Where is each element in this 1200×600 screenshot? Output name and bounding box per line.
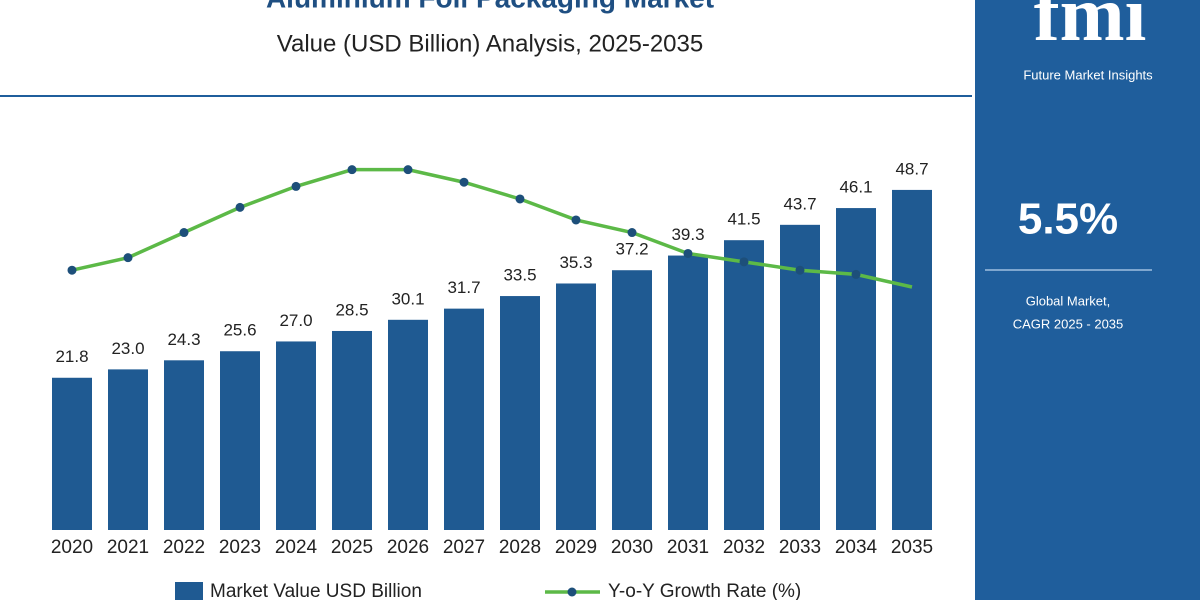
legend-label: Y-o-Y Growth Rate (%) xyxy=(608,581,801,600)
x-tick-label: 2030 xyxy=(611,537,653,558)
line-marker xyxy=(739,257,749,267)
bar xyxy=(892,189,932,530)
line-marker xyxy=(627,228,637,238)
bar xyxy=(556,283,596,530)
x-tick-label: 2020 xyxy=(51,537,93,558)
bar xyxy=(276,341,316,530)
line-marker xyxy=(235,202,245,212)
line-marker xyxy=(795,265,805,275)
cagr-value: 5.5% xyxy=(1018,195,1118,244)
line-marker xyxy=(683,248,693,258)
line-marker xyxy=(571,215,581,225)
x-tick-label: 2033 xyxy=(779,537,821,558)
bar xyxy=(444,308,484,530)
value-label: 37.2 xyxy=(615,240,648,259)
x-tick-label: 2031 xyxy=(667,537,709,558)
value-label: 48.7 xyxy=(895,159,928,178)
value-label: 39.3 xyxy=(671,225,704,244)
value-label: 43.7 xyxy=(783,194,816,213)
line xyxy=(71,167,913,289)
value-label: 21.8 xyxy=(55,347,88,366)
value-label: 31.7 xyxy=(447,278,480,297)
bar xyxy=(388,319,428,530)
bar xyxy=(52,377,92,530)
x-tick-label: 2035 xyxy=(891,537,933,558)
logo: fmi xyxy=(1034,0,1147,57)
x-tick-label: 2028 xyxy=(499,537,541,558)
chart-title: Aluminium Foil Packaging Market xyxy=(266,0,714,13)
x-tick-label: 2021 xyxy=(107,537,149,558)
value-label: 24.3 xyxy=(167,330,200,349)
x-tick-label: 2022 xyxy=(163,537,205,558)
x-tick-label: 2027 xyxy=(443,537,485,558)
value-label: 33.5 xyxy=(503,266,536,285)
value-label: 30.1 xyxy=(391,289,424,308)
bar xyxy=(612,270,652,530)
legend-swatch xyxy=(567,587,577,597)
x-tick-label: 2029 xyxy=(555,537,597,558)
x-tick-label: 2026 xyxy=(387,537,429,558)
value-label: 35.3 xyxy=(559,253,592,272)
sidebar-panel xyxy=(975,0,1200,600)
value-label: 25.6 xyxy=(223,321,256,340)
bar xyxy=(164,360,204,530)
legend-label: Market Value USD Billion xyxy=(210,581,422,600)
legend-swatch xyxy=(175,582,203,600)
bar xyxy=(500,296,540,530)
line-marker xyxy=(403,165,413,175)
chart-subtitle: Value (USD Billion) Analysis, 2025-2035 xyxy=(277,30,703,57)
x-tick-label: 2023 xyxy=(219,537,261,558)
line-marker xyxy=(67,265,77,275)
brand: Future Market Insights xyxy=(1023,67,1153,82)
line-marker xyxy=(515,194,525,204)
x-tick-label: 2034 xyxy=(835,537,878,558)
line-marker xyxy=(851,269,861,279)
line-marker xyxy=(123,253,133,263)
value-label: 41.5 xyxy=(727,210,760,229)
line-marker xyxy=(347,165,357,175)
bar xyxy=(836,208,876,530)
caption: Global Market, xyxy=(1026,293,1111,308)
x-tick-label: 2032 xyxy=(723,537,765,558)
line-marker xyxy=(459,177,469,187)
value-label: 28.5 xyxy=(335,300,368,319)
bar xyxy=(332,330,372,530)
line-marker xyxy=(291,181,301,191)
bar xyxy=(220,351,260,530)
caption: CAGR 2025 - 2035 xyxy=(1013,316,1124,331)
line-marker xyxy=(179,228,189,238)
bar xyxy=(780,224,820,530)
value-label: 23.0 xyxy=(111,339,144,358)
bar xyxy=(668,255,708,530)
value-label: 27.0 xyxy=(279,311,312,330)
value-label: 46.1 xyxy=(839,178,872,197)
x-tick-label: 2024 xyxy=(275,537,318,558)
x-tick-label: 2025 xyxy=(331,537,373,558)
bar xyxy=(724,240,764,531)
bar xyxy=(108,369,148,530)
